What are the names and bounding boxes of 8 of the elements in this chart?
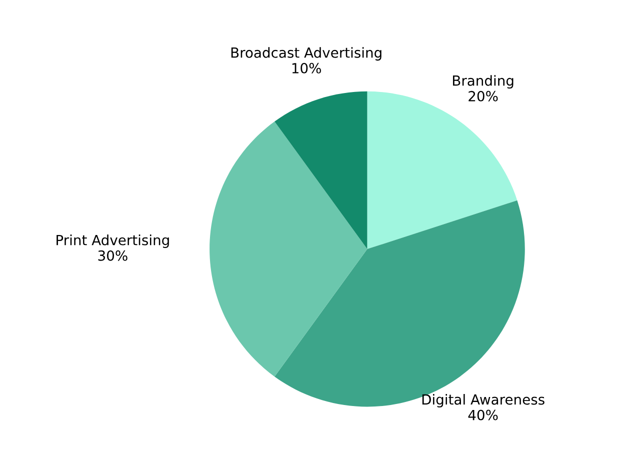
data-label: 20% xyxy=(468,90,498,102)
data-label: 30% xyxy=(98,250,128,261)
slice-label: Branding xyxy=(453,75,514,89)
data-label: 40% xyxy=(468,410,498,420)
data-label: 10% xyxy=(292,62,321,74)
slice-label: Print Advertising xyxy=(56,234,169,248)
slice-label: Digital Awareness xyxy=(422,394,544,408)
slice-label: Broadcast Advertising xyxy=(231,47,382,61)
